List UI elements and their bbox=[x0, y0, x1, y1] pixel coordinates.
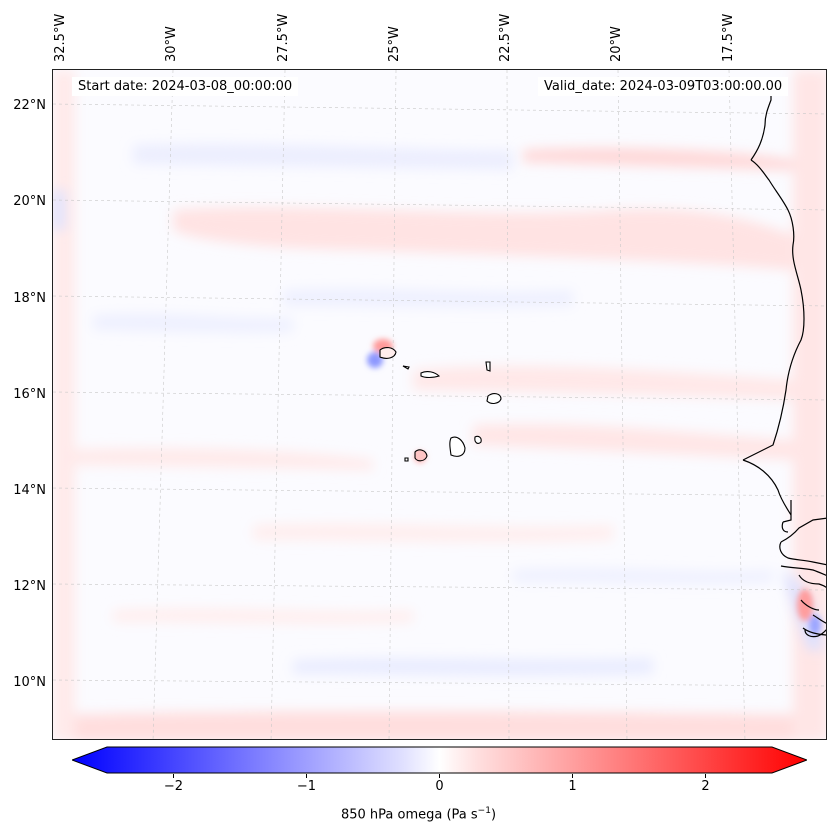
colorbar-tick-label: −2 bbox=[163, 779, 184, 794]
african-coastline bbox=[742, 90, 826, 638]
colorbar-label-text: 850 hPa omega (Pa s bbox=[340, 807, 478, 823]
colorbar-label: 850 hPa omega (Pa s−1) bbox=[0, 806, 837, 822]
island-outlines bbox=[379, 347, 502, 462]
map-panel[interactable] bbox=[52, 69, 827, 740]
colorbar bbox=[70, 746, 809, 774]
lon-label-25w: 25°W bbox=[387, 26, 402, 62]
colorbar-graphic bbox=[70, 746, 809, 774]
lon-label-22-5w: 22.5°W bbox=[498, 13, 513, 62]
lat-label-22n: 22°N bbox=[13, 98, 46, 113]
colorbar-tickmark bbox=[439, 774, 440, 778]
colorbar-tickmark bbox=[306, 774, 307, 778]
colorbar-tickmark bbox=[705, 774, 706, 778]
colorbar-tickmark bbox=[572, 774, 573, 778]
lon-label-20w: 20°W bbox=[609, 26, 624, 62]
colorbar-tick-label: 2 bbox=[701, 779, 710, 794]
omega-positive-areas bbox=[53, 70, 826, 739]
colorbar-label-close: ) bbox=[490, 807, 497, 823]
colorbar-tick-label: −1 bbox=[296, 779, 317, 794]
colorbar-tickmark bbox=[173, 774, 174, 778]
lon-label-17-5w: 17.5°W bbox=[721, 13, 736, 62]
lon-label-32-5w: 32.5°W bbox=[53, 13, 68, 62]
lon-label-30w: 30°W bbox=[164, 26, 179, 62]
colorbar-label-unit-exp: −1 bbox=[477, 806, 491, 816]
lon-label-27-5w: 27.5°W bbox=[276, 13, 291, 62]
lat-label-10n: 10°N bbox=[13, 675, 46, 690]
start-date-label: Start date: 2024-03-08_00:00:00 bbox=[72, 77, 299, 96]
omega-field-map bbox=[53, 70, 826, 739]
colorbar-tick-label: 0 bbox=[435, 779, 444, 794]
lat-label-14n: 14°N bbox=[13, 483, 46, 498]
graticule bbox=[53, 70, 826, 739]
lat-label-12n: 12°N bbox=[13, 579, 46, 594]
lat-label-18n: 18°N bbox=[13, 291, 46, 306]
valid-date-label: Valid_date: 2024-03-09T03:00:00.00 bbox=[538, 77, 789, 96]
colorbar-bar bbox=[70, 746, 809, 774]
field-background bbox=[53, 70, 826, 739]
lat-label-16n: 16°N bbox=[13, 387, 46, 402]
colorbar-tick-label: 1 bbox=[568, 779, 577, 794]
lat-label-20n: 20°N bbox=[13, 194, 46, 209]
